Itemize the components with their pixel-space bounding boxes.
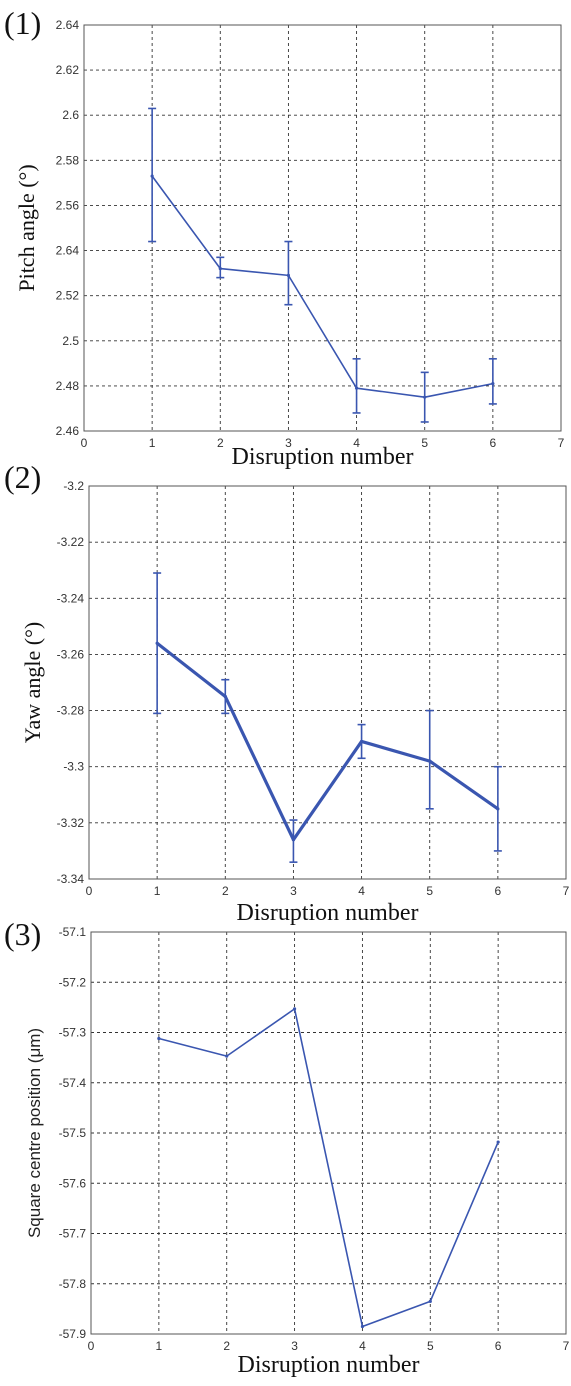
data-point [360,1324,365,1329]
x-tick-label: 4 [358,884,365,898]
x-tick-label: 5 [421,436,428,450]
data-point [496,1140,500,1144]
x-tick-label: 1 [154,884,161,898]
data-point [423,395,427,399]
y-tick-label: -3.26 [57,647,85,661]
data-point [291,838,296,842]
x-tick-label: 5 [427,1339,434,1353]
chart-panel-2: (2) 0 1 2 3 4 5 6 7 -3.34 -3.32 -3.3 -3.28 -3.26 -3.24… [4,459,570,926]
data-point [223,694,227,699]
y-tick-label: -57.8 [59,1277,87,1291]
x-tick-label: 3 [290,884,297,898]
data-point [225,1054,229,1058]
y-tick-label: -57.1 [59,925,87,939]
y-tick-label: -57.9 [59,1327,87,1341]
panel-label: (1) [4,5,41,41]
y-axis-label: Pitch angle (°) [14,164,39,291]
y-tick-label: 2.62 [56,63,80,77]
y-tick-label: 2.6 [62,108,79,122]
y-tick-label: -3.2 [63,479,84,493]
x-tick-label: 2 [223,1339,230,1353]
x-tick-label: 1 [149,436,156,450]
x-tick-label: 0 [86,884,93,898]
data-point [157,1036,161,1041]
y-tick-label: 2.52 [56,289,80,303]
y-axis-label: Square centre position (μm) [25,1028,44,1238]
x-axis-label: Disruption number [238,1352,420,1378]
x-tick-label: 6 [495,884,502,898]
x-tick-label: 5 [426,884,433,898]
y-axis-label: Yaw angle (°) [20,622,45,743]
y-tick-label: -57.4 [59,1076,87,1090]
axes-box [83,24,562,432]
x-tick-label: 4 [359,1339,366,1353]
data-point [286,273,291,277]
chart-panel-1: (1) 0 1 2 3 4 5 6 7 2.46 2.48 2.5 2.52 2.64 2.56 2.58 2.… [4,5,565,470]
y-tick-label: -3.22 [57,535,85,549]
series-line [156,641,499,842]
chart-panel-3: (3) 0 1 2 3 4 5 6 7 -57.9 -57.8 -57.7 -57.6 -57.5 -57.… [4,916,570,1378]
x-axis-label: Disruption number [237,900,419,926]
data-point [292,1007,297,1011]
y-tick-label: 2.46 [56,424,80,438]
axes-box [90,931,567,1335]
y-tick-label: -3.34 [57,872,85,886]
x-tick-label: 0 [88,1339,95,1353]
series-line [151,175,494,398]
x-tick-label: 4 [353,436,360,450]
x-tick-label: 7 [558,436,565,450]
x-tick-label: 2 [222,884,229,898]
x-tick-label: 7 [563,1339,570,1353]
y-tick-label: 2.58 [56,153,80,167]
y-tick-label: -3.3 [63,760,84,774]
y-tick-label: 2.5 [62,334,79,348]
x-tick-label: 7 [563,884,570,898]
data-point [155,641,159,645]
x-tick-label: 6 [495,1339,502,1353]
y-tick-label: -57.3 [59,1026,87,1040]
y-tick-label: -57.6 [59,1176,87,1190]
series-line [158,1008,499,1328]
y-tick-label: 2.56 [56,198,80,212]
x-tick-label: 0 [81,436,88,450]
x-tick-label: 3 [291,1339,298,1353]
y-tick-label: -57.2 [59,975,87,989]
x-tick-label: 1 [156,1339,163,1353]
data-point [354,386,359,390]
data-point [218,267,222,271]
y-tick-label: 2.48 [56,379,80,393]
data-point [491,382,495,386]
y-tick-label: -3.24 [57,591,85,605]
x-tick-label: 6 [490,436,497,450]
panel-label: (3) [4,916,41,952]
y-tick-label: 2.64 [56,244,80,258]
x-tick-label: 3 [285,436,292,450]
y-tick-label: -57.7 [59,1227,87,1241]
x-tick-label: 2 [217,436,224,450]
axes-box [88,485,567,880]
y-tick-label: -3.32 [57,816,85,830]
y-tick-label: -3.28 [57,704,85,718]
y-tick-label: 2.64 [56,18,80,32]
data-point [496,807,500,811]
y-tick-label: -57.5 [59,1126,87,1140]
panel-label: (2) [4,459,41,495]
x-axis-label: Disruption number [232,444,414,470]
data-point [359,739,364,744]
data-point [150,174,154,178]
data-point [428,759,432,763]
data-point [428,1299,432,1303]
